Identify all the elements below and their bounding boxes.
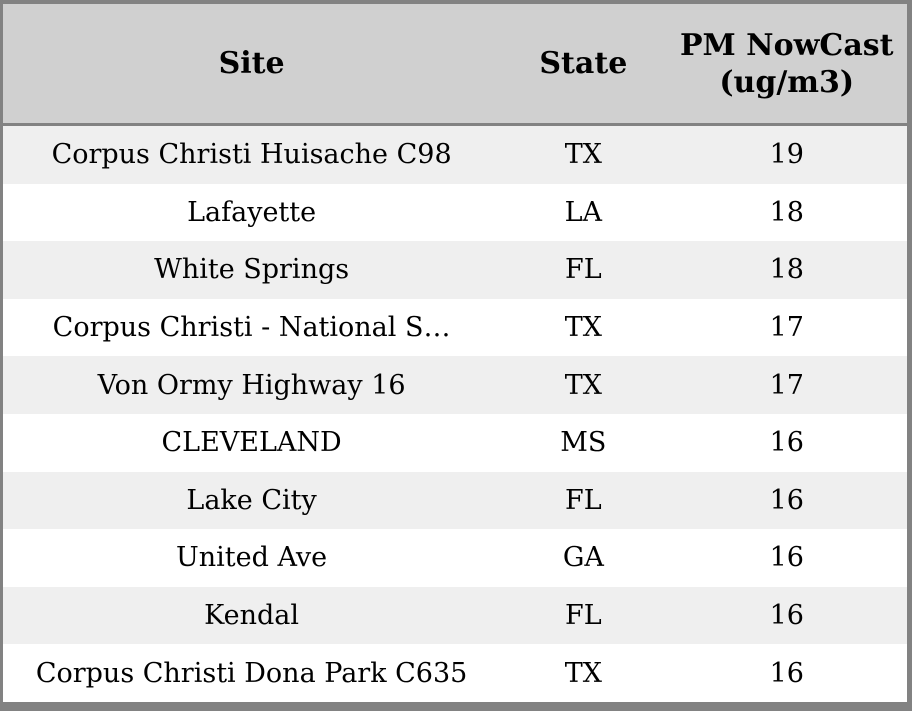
table-row: Von Ormy Highway 16 TX 17	[3, 356, 907, 414]
column-header-pm-nowcast[interactable]: PM NowCast (ug/m3)	[679, 27, 894, 100]
table-row: White Springs FL 18	[3, 241, 907, 299]
cell-value: 16	[769, 657, 804, 689]
table-row: Lafayette LA 18	[3, 183, 907, 242]
cell-state: FL	[565, 600, 602, 632]
cell-state: FL	[565, 484, 602, 516]
cell-value: 18	[769, 196, 804, 228]
table-row: Corpus Christi - National S… TX 17	[3, 298, 907, 357]
cell-value: 17	[769, 312, 804, 344]
table-row: Kendal FL 16	[3, 586, 907, 645]
cell-value: 16	[769, 484, 804, 516]
cell-state: GA	[562, 542, 604, 574]
cell-site: Lafayette	[187, 196, 317, 228]
cell-value: 19	[769, 139, 804, 171]
column-header-site[interactable]: Site	[218, 46, 285, 81]
cell-site: Corpus Christi - National S…	[52, 312, 451, 344]
cell-state: TX	[564, 139, 602, 171]
cell-state: LA	[564, 196, 603, 228]
cell-site: United Ave	[176, 542, 328, 574]
cell-site: Von Ormy Highway 16	[97, 369, 406, 401]
cell-state: TX	[564, 657, 602, 689]
cell-site: White Springs	[154, 254, 350, 286]
cell-state: TX	[564, 312, 602, 344]
table-row: United Ave GA 16	[3, 529, 907, 587]
table-row: Corpus Christi Dona Park C635 TX 16	[3, 644, 907, 702]
cell-state: MS	[560, 427, 607, 459]
column-header-state[interactable]: State	[539, 46, 628, 81]
cell-value: 18	[769, 254, 804, 286]
cell-site: Corpus Christi Dona Park C635	[35, 657, 468, 689]
table-row: CLEVELAND MS 16	[3, 413, 907, 472]
cell-value: 16	[769, 600, 804, 632]
table-header-row: Site State PM NowCast (ug/m3)	[3, 4, 907, 126]
table-row: Lake City FL 16	[3, 471, 907, 530]
cell-value: 16	[769, 542, 804, 574]
cell-site: Corpus Christi Huisache C98	[51, 139, 452, 171]
table-row: Corpus Christi Huisache C98 TX 19	[3, 126, 907, 184]
cell-site: CLEVELAND	[161, 427, 342, 459]
cell-value: 16	[769, 427, 804, 459]
cell-state: FL	[565, 254, 602, 286]
cell-state: TX	[564, 369, 602, 401]
cell-site: Kendal	[204, 600, 300, 632]
cell-value: 17	[769, 369, 804, 401]
table-body: Corpus Christi Huisache C98 TX 19 Lafaye…	[3, 126, 907, 702]
cell-site: Lake City	[186, 484, 317, 516]
